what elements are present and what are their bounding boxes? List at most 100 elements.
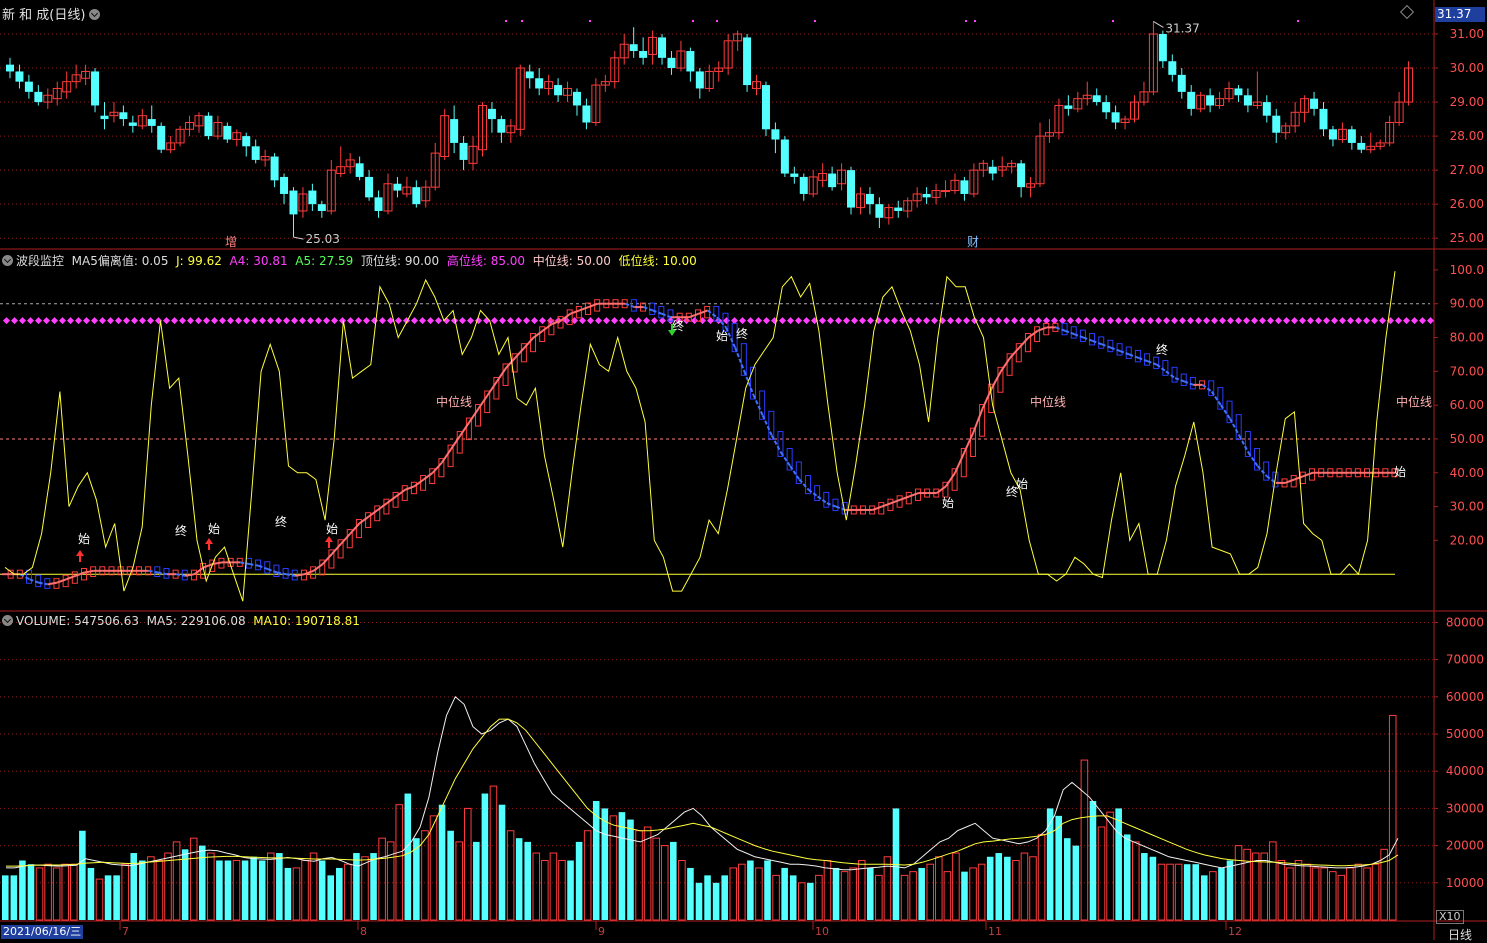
wave-segment [688,312,699,319]
price-tick-label: 29.00 [1450,95,1484,109]
high-marker-label: 31.37 [1165,21,1199,35]
volume-bar-down [353,853,360,920]
volume-bar-down [1055,815,1062,920]
wave-segment [652,309,663,315]
wave-segment [450,435,462,450]
high-level-dot [290,317,299,325]
high-level-dot [194,317,203,325]
candle-body-up [563,87,573,96]
wave-ribbon [749,366,756,400]
candle-body-down [790,173,799,177]
volume-bar-up [421,830,429,921]
high-level-dot [618,317,627,325]
volume-bar-up [1260,852,1269,921]
volume-bar-up [301,859,309,921]
candle-body-down [393,183,402,191]
vol-ma10-line [6,718,1399,867]
candle-body-up [194,115,204,127]
wave-segment [148,569,158,574]
high-level-dot [1162,317,1171,325]
ind-tick-label: 30.00 [1450,500,1484,514]
wave-ribbon [731,322,738,353]
candle-body-down [1347,129,1356,143]
volume-bar-down [1201,875,1208,920]
high-level-dot [1018,317,1027,325]
volume-bar-up [883,856,892,921]
volume-bar-up [429,815,438,921]
volume-bar-down [627,819,634,920]
high-level-dot [850,317,859,325]
volume-bar-up [1388,714,1397,921]
wave-segment [1000,357,1011,372]
dropdown-icon[interactable] [89,9,101,20]
high-level-dot [434,317,443,325]
high-level-dot [330,317,339,325]
candle-body-down [6,64,14,72]
signal-start: 始 [1394,465,1406,479]
high-level-dot [354,317,363,325]
candle-body-up [1148,33,1158,93]
volume-menu-icon[interactable] [2,615,13,626]
high-level-dot [882,317,891,325]
wave-segment [1128,353,1139,359]
high-level-dot [538,317,547,325]
candle-body-down [799,176,808,194]
info-dot [692,20,694,22]
wave-segment [422,471,434,481]
month-8: 8 [360,925,367,938]
wave-segment [240,561,250,566]
high-level-dot [1370,317,1379,325]
candle-body-up [912,193,922,202]
candle-body-down [157,125,166,150]
volume-bar-up [232,859,241,921]
high-level-dot [602,317,611,325]
j-value: 99.62 [187,254,222,268]
wave-segment [38,581,49,586]
volume-bar-up [95,878,104,921]
wave-segment [505,357,516,369]
wave-segment [1229,418,1241,437]
wave-ribbon [1015,343,1022,363]
high-level-dot [282,317,291,325]
candle-body-down [988,166,997,174]
wave-segment [752,394,764,416]
wave-ribbon [1254,447,1261,471]
candle-body-down [761,85,770,130]
wave-ribbon [1171,366,1178,383]
volume-bar-down [198,845,206,920]
indicator-menu-icon[interactable] [2,255,13,266]
candle-body-down [289,190,298,215]
wave-segment [331,543,342,555]
stock-title[interactable]: 新 和 成(日线) [2,4,101,23]
volume-bar-down [1123,834,1131,920]
candle-body-up [1394,101,1404,123]
wave-segment [1156,363,1167,373]
candle-body-up [978,162,988,171]
high-level-dot [1394,317,1403,325]
date-label: 2021/06/16/三 [1,925,84,939]
candle-body-up [326,169,336,212]
wave-ribbon [502,363,509,386]
low-marker-line [293,236,304,240]
wave-segment [395,488,406,498]
info-dot [965,20,967,22]
volume-bar-up [1166,863,1174,921]
vol-tick-label: 20000 [1446,839,1484,853]
high-level-dot [1074,317,1083,325]
candle-body-down [780,139,789,174]
wave-segment [1009,346,1020,359]
high-level-dot [1210,317,1219,325]
volume-bar-up [1106,811,1114,921]
volume-bar-down [524,841,531,920]
volume-bar-up [738,863,746,921]
high-level-dot [210,317,219,325]
vol-ma10-label: MA10: [253,614,292,628]
wave-ribbon [1235,414,1242,441]
wave-segment [312,563,324,572]
volume-bar-down [104,875,112,920]
signal-start: 始 [78,532,90,546]
candle-body-up [477,104,487,151]
high-level-dot [866,317,875,325]
wave-ribbon [493,376,500,400]
